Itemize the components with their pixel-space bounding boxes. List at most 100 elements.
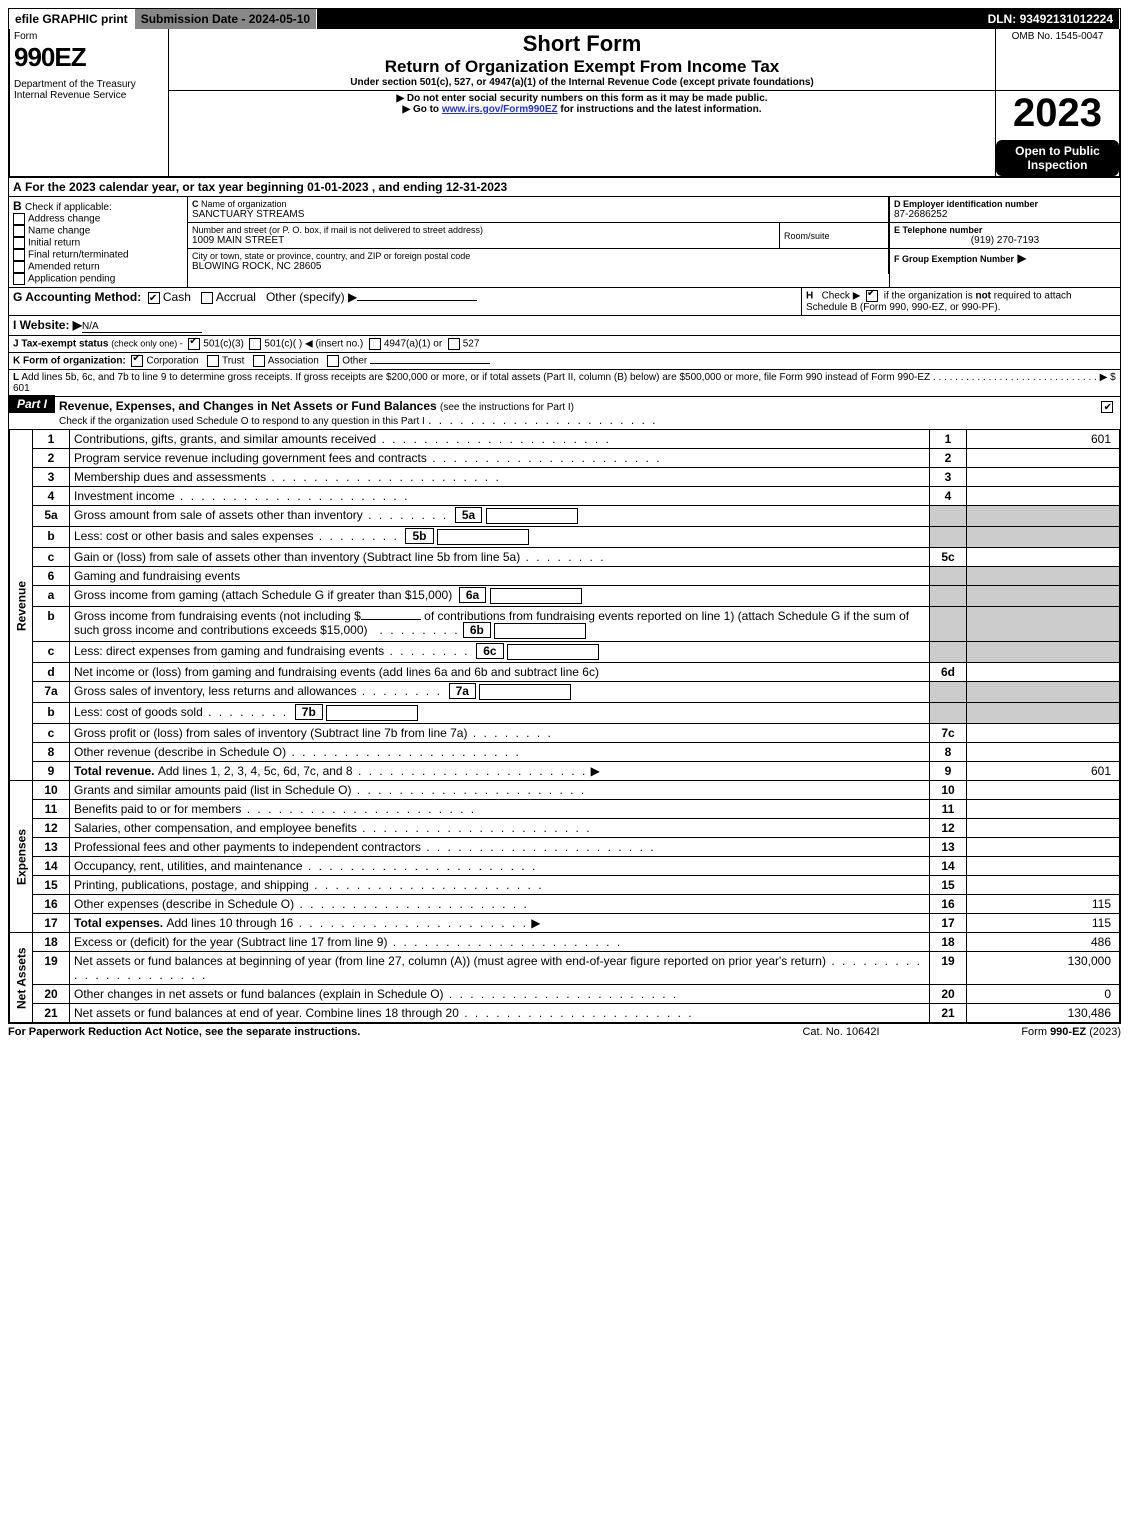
- cb-501c3[interactable]: [188, 338, 200, 350]
- line17-v: 115: [967, 914, 1120, 933]
- line6b-sub: 6b: [463, 622, 491, 638]
- cb-amended-return[interactable]: [13, 261, 25, 273]
- street-label: Number and street (or P. O. box, if mail…: [192, 225, 775, 235]
- line17-text2: Add lines 10 through 16: [166, 916, 293, 930]
- line17-text: Total expenses.: [74, 916, 166, 930]
- cb-initial-return[interactable]: [13, 237, 25, 249]
- netassets-section-label: Net Assets: [10, 933, 33, 1023]
- website-value: N/A: [82, 321, 202, 333]
- line5b-val[interactable]: [437, 529, 529, 545]
- line7b-val[interactable]: [326, 705, 418, 721]
- room-label: Room/suite: [784, 231, 884, 241]
- line10-text: Grants and similar amounts paid (list in…: [74, 783, 351, 797]
- cb-accrual[interactable]: [201, 292, 213, 304]
- footer-catno: Cat. No. 10642I: [741, 1026, 941, 1038]
- line9-n: 9: [930, 762, 967, 781]
- short-form-title: Short Form: [173, 31, 991, 57]
- h-label: H: [806, 291, 813, 302]
- line19-v: 130,000: [967, 952, 1120, 985]
- j-o3: 4947(a)(1) or: [384, 339, 442, 350]
- cb-name-change[interactable]: [13, 225, 25, 237]
- cb-address-change[interactable]: [13, 213, 25, 225]
- line2-n: 2: [930, 449, 967, 468]
- l-arrow: ▶ $: [1100, 372, 1116, 383]
- ssn-warning: Do not enter social security numbers on …: [407, 93, 768, 104]
- g-other-input[interactable]: [357, 300, 477, 301]
- footer-form: 990-EZ: [1050, 1026, 1086, 1038]
- cb-corp[interactable]: [131, 355, 143, 367]
- b-item-0: Address change: [28, 214, 100, 225]
- line20-text: Other changes in net assets or fund bala…: [74, 987, 444, 1001]
- line7a-text: Gross sales of inventory, less returns a…: [74, 684, 357, 698]
- org-name: SANCTUARY STREAMS: [192, 209, 884, 220]
- k-other-input[interactable]: [370, 363, 490, 364]
- cb-final-return[interactable]: [13, 249, 25, 261]
- line4-n: 4: [930, 487, 967, 506]
- under-section: Under section 501(c), 527, or 4947(a)(1)…: [173, 77, 991, 88]
- goto-pre: Go to: [413, 104, 442, 115]
- line-a-label: A: [13, 180, 22, 194]
- form-number: 990EZ: [14, 42, 164, 73]
- line11-n: 11: [930, 800, 967, 819]
- dln-value: 93492131012224: [1020, 12, 1113, 26]
- cb-application-pending[interactable]: [13, 273, 25, 285]
- line7c-text: Gross profit or (loss) from sales of inv…: [74, 726, 467, 740]
- submission-date-box: Submission Date - 2024-05-10: [135, 9, 317, 29]
- line21-text: Net assets or fund balances at end of ye…: [74, 1006, 459, 1020]
- line8-n: 8: [930, 743, 967, 762]
- line18-n: 18: [930, 933, 967, 952]
- h-text: if the organization is: [884, 291, 976, 302]
- cb-h[interactable]: [866, 290, 878, 302]
- line13-text: Professional fees and other payments to …: [74, 840, 421, 854]
- c-label: C: [192, 199, 199, 209]
- line7a-val[interactable]: [479, 684, 571, 700]
- cb-501c[interactable]: [249, 338, 261, 350]
- efile-print-label[interactable]: efile GRAPHIC print: [9, 9, 135, 29]
- line21-v: 130,486: [967, 1004, 1120, 1023]
- tax-year: 2023: [996, 91, 1119, 136]
- k-o4: Other: [342, 356, 367, 367]
- c-name-label: Name of organization: [201, 199, 287, 209]
- line6b-blank[interactable]: [361, 619, 421, 620]
- line15-v: [967, 876, 1120, 895]
- line7a-sub: 7a: [449, 683, 476, 699]
- submission-date-label: Submission Date -: [141, 12, 249, 26]
- part1-dots: [428, 413, 657, 427]
- j-o2: 501(c)( ) ◀ (insert no.): [264, 339, 363, 350]
- part1-checkline: Check if the organization used Schedule …: [59, 416, 425, 427]
- cb-527[interactable]: [448, 338, 460, 350]
- cb-other-org[interactable]: [327, 355, 339, 367]
- line6d-text: Net income or (loss) from gaming and fun…: [74, 665, 599, 679]
- footer-left: For Paperwork Reduction Act Notice, see …: [8, 1026, 741, 1038]
- line7c-n: 7c: [930, 724, 967, 743]
- header-table: Form 990EZ Department of the Treasury In…: [9, 29, 1120, 177]
- line7c-v: [967, 724, 1120, 743]
- line6d-n: 6d: [930, 663, 967, 682]
- line6c-val[interactable]: [507, 644, 599, 660]
- cb-part1[interactable]: [1101, 401, 1113, 413]
- g-other: Other (specify) ▶: [266, 290, 357, 304]
- cb-4947[interactable]: [369, 338, 381, 350]
- city-value: BLOWING ROCK, NC 28605: [192, 261, 884, 272]
- submission-date-value: 2024-05-10: [249, 12, 310, 26]
- line6c-text: Less: direct expenses from gaming and fu…: [74, 644, 384, 658]
- line5a-val[interactable]: [486, 508, 578, 524]
- part1-label: Part I: [9, 395, 55, 413]
- line6a-val[interactable]: [490, 588, 582, 604]
- cb-cash[interactable]: [148, 292, 160, 304]
- line12-text: Salaries, other compensation, and employ…: [74, 821, 357, 835]
- b-item-1: Name change: [28, 226, 90, 237]
- line10-v: [967, 781, 1120, 800]
- j-o4: 527: [463, 339, 480, 350]
- b-item-2: Initial return: [28, 238, 80, 249]
- j-sub: (check only one) -: [111, 339, 183, 349]
- dln-label: DLN:: [988, 12, 1020, 26]
- street-value: 1009 MAIN STREET: [192, 235, 775, 246]
- ein-value: 87-2686252: [894, 209, 1116, 220]
- line6b-val[interactable]: [494, 623, 586, 639]
- goto-link[interactable]: www.irs.gov/Form990EZ: [442, 104, 558, 115]
- line1-n: 1: [930, 430, 967, 449]
- cb-trust[interactable]: [207, 355, 219, 367]
- cb-assoc[interactable]: [253, 355, 265, 367]
- line8-v: [967, 743, 1120, 762]
